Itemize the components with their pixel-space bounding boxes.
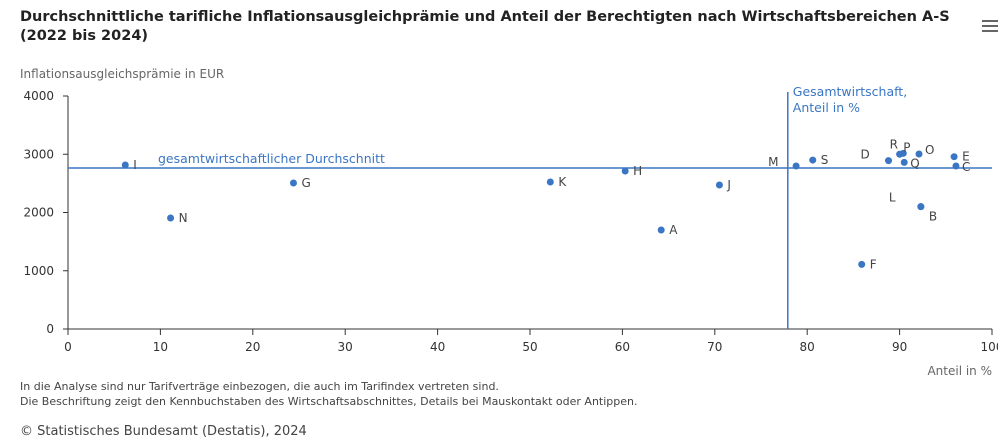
average-line-label: gesamtwirtschaftlicher Durchschnitt — [158, 151, 385, 166]
data-point-A — [657, 226, 665, 234]
point-label-B: B — [929, 210, 937, 224]
data-point-N — [167, 214, 175, 222]
data-point-B — [917, 203, 925, 211]
point-label-H: H — [633, 164, 642, 178]
overall-share-label-1: Gesamtwirtschaft, — [793, 84, 907, 99]
point-label-A: A — [669, 223, 678, 237]
point-label-N: N — [179, 211, 188, 225]
x-tick-label: 30 — [338, 340, 353, 354]
point-label-J: J — [726, 178, 731, 192]
data-point-K — [546, 178, 554, 186]
point-label-P: P — [903, 140, 910, 154]
data-point-D — [885, 157, 893, 165]
point-label-L: L — [889, 191, 896, 205]
data-point-J — [715, 181, 723, 189]
point-label-D: D — [861, 148, 870, 162]
x-tick-label: 20 — [245, 340, 260, 354]
data-point-F — [858, 260, 866, 268]
data-point-H — [621, 167, 629, 175]
point-label-K: K — [558, 175, 567, 189]
x-tick-label: 50 — [522, 340, 537, 354]
data-point-S — [809, 156, 817, 164]
data-point-I — [121, 161, 129, 169]
point-label-Q: Q — [910, 156, 919, 170]
y-tick-label: 3000 — [23, 147, 54, 161]
note-1: In die Analyse sind nur Tarifverträge ei… — [20, 380, 499, 393]
data-point-Q — [900, 158, 908, 166]
y-tick-label: 0 — [46, 322, 54, 336]
point-label-G: G — [301, 176, 310, 190]
data-point-O — [915, 150, 923, 158]
point-label-C: C — [962, 160, 970, 174]
point-label-M: M — [768, 155, 778, 169]
hamburger-menu-icon[interactable] — [982, 20, 998, 35]
data-point-P — [899, 149, 907, 157]
point-label-I: I — [133, 158, 137, 172]
x-axis-label: Anteil in % — [927, 364, 992, 378]
point-label-E: E — [962, 150, 970, 164]
note-2: Die Beschriftung zeigt den Kennbuchstabe… — [20, 395, 638, 408]
y-axis-label: Inflationsausgleichsprämie in EUR — [20, 67, 224, 81]
x-tick-label: 60 — [615, 340, 630, 354]
point-label-F: F — [870, 257, 877, 271]
overall-share-label-2: Anteil in % — [793, 100, 860, 115]
data-point-G — [289, 179, 297, 187]
credit: © Statistisches Bundesamt (Destatis), 20… — [20, 424, 307, 439]
x-tick-label: 70 — [707, 340, 722, 354]
x-tick-label: 10 — [153, 340, 168, 354]
y-tick-label: 2000 — [23, 206, 54, 220]
data-point-M — [792, 162, 800, 170]
x-tick-label: 90 — [892, 340, 907, 354]
data-point-C — [952, 162, 960, 170]
data-point-E — [950, 153, 958, 161]
y-tick-label: 4000 — [23, 89, 54, 103]
chart-title: Durchschnittliche tarifliche Inflationsa… — [20, 9, 950, 44]
x-tick-label: 100 — [981, 340, 998, 354]
x-tick-label: 0 — [64, 340, 72, 354]
point-label-O: O — [925, 143, 934, 157]
scatter-chart: Inflationsausgleichsprämie in EUR Anteil … — [20, 67, 998, 378]
x-tick-label: 80 — [800, 340, 815, 354]
y-tick-label: 1000 — [23, 264, 54, 278]
point-label-S: S — [821, 153, 829, 167]
point-label-R: R — [890, 137, 898, 151]
x-tick-label: 40 — [430, 340, 445, 354]
